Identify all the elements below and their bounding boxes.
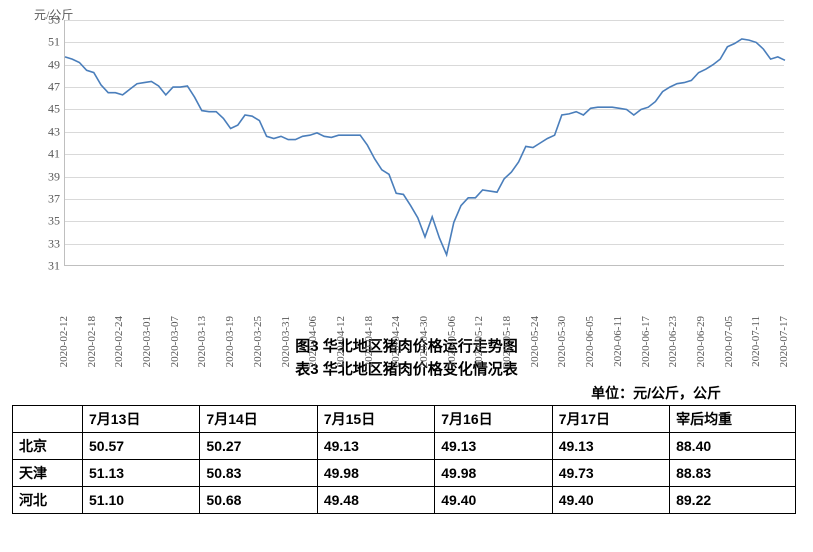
x-tick-label: 2020-06-29 [695,316,707,367]
table-cell: 49.48 [317,487,434,514]
table-cell: 49.13 [552,433,669,460]
y-tick-label: 41 [12,147,60,162]
x-tick-label: 2020-06-11 [612,316,624,367]
table-row: 河北51.1050.6849.4849.4049.4089.22 [13,487,796,514]
table-row-header: 天津 [13,460,83,487]
x-tick-label: 2020-04-24 [390,316,402,367]
table-cell: 50.83 [200,460,317,487]
table-caption: 表3 华北地区猪肉价格变化情况表 [12,359,801,382]
table-column-header [13,406,83,433]
x-tick-label: 2020-07-17 [778,316,790,367]
x-tick-label: 2020-03-25 [252,316,264,367]
table-cell: 88.83 [670,460,796,487]
figure-caption: 图3 华北地区猪肉价格运行走势图 [12,336,801,359]
table-cell: 49.13 [435,433,552,460]
y-tick-label: 47 [12,80,60,95]
y-tick-label: 51 [12,35,60,50]
table-column-header: 7月13日 [83,406,200,433]
price-change-table: 7月13日7月14日7月15日7月16日7月17日宰后均重 北京50.5750.… [12,405,796,514]
x-tick-label: 2020-04-06 [307,316,319,367]
table-cell: 49.40 [435,487,552,514]
x-tick-label: 2020-05-12 [473,316,485,367]
table-header-row: 7月13日7月14日7月15日7月16日7月17日宰后均重 [13,406,796,433]
x-tick-label: 2020-06-17 [640,316,652,367]
x-tick-label: 2020-05-06 [446,316,458,367]
table-cell: 50.68 [200,487,317,514]
x-tick-label: 2020-06-05 [584,316,596,367]
price-trend-chart: 元/公斤 313335373941434547495153 2020-02-12… [12,8,800,318]
x-tick-label: 2020-02-24 [113,316,125,367]
x-tick-label: 2020-03-13 [196,316,208,367]
table-cell: 89.22 [670,487,796,514]
y-tick-label: 31 [12,259,60,274]
table-column-header: 宰后均重 [670,406,796,433]
table-column-header: 7月16日 [435,406,552,433]
x-tick-label: 2020-07-11 [750,316,762,367]
table-cell: 49.98 [317,460,434,487]
table-cell: 51.13 [83,460,200,487]
x-tick-label: 2020-02-18 [86,316,98,367]
y-axis-ticks: 313335373941434547495153 [12,20,60,266]
table-cell: 49.13 [317,433,434,460]
table-cell: 88.40 [670,433,796,460]
x-tick-label: 2020-05-18 [501,316,513,367]
table-unit-label: 单位：元/公斤，公斤 [12,383,801,403]
table-column-header: 7月14日 [200,406,317,433]
price-line-series [65,39,785,255]
x-tick-label: 2020-03-01 [141,316,153,367]
x-tick-label: 2020-03-19 [224,316,236,367]
x-tick-label: 2020-05-24 [529,316,541,367]
x-tick-label: 2020-04-30 [418,316,430,367]
y-tick-label: 43 [12,124,60,139]
y-tick-label: 49 [12,57,60,72]
x-axis-ticks: 2020-02-122020-02-182020-02-242020-03-01… [64,268,784,328]
y-tick-label: 39 [12,169,60,184]
x-tick-label: 2020-03-31 [280,316,292,367]
table-cell: 50.27 [200,433,317,460]
x-tick-label: 2020-03-07 [169,316,181,367]
y-tick-label: 45 [12,102,60,117]
table-body: 北京50.5750.2749.1349.1349.1388.40天津51.135… [13,433,796,514]
table-column-header: 7月17日 [552,406,669,433]
table-cell: 50.57 [83,433,200,460]
table-row-header: 河北 [13,487,83,514]
table-column-header: 7月15日 [317,406,434,433]
plot-area [64,20,784,266]
x-tick-label: 2020-07-05 [723,316,735,367]
table-cell: 49.98 [435,460,552,487]
y-tick-label: 37 [12,191,60,206]
table-row-header: 北京 [13,433,83,460]
table-row: 天津51.1350.8349.9849.9849.7388.83 [13,460,796,487]
x-tick-label: 2020-05-30 [556,316,568,367]
y-tick-label: 35 [12,214,60,229]
table-cell: 49.40 [552,487,669,514]
table-row: 北京50.5750.2749.1349.1349.1388.40 [13,433,796,460]
x-tick-label: 2020-06-23 [667,316,679,367]
y-tick-label: 53 [12,13,60,28]
figure-captions: 图3 华北地区猪肉价格运行走势图 表3 华北地区猪肉价格变化情况表 [12,336,801,381]
table-cell: 51.10 [83,487,200,514]
x-tick-label: 2020-04-12 [335,316,347,367]
x-tick-label: 2020-02-12 [58,316,70,367]
table-cell: 49.73 [552,460,669,487]
y-tick-label: 33 [12,236,60,251]
x-tick-label: 2020-04-18 [363,316,375,367]
